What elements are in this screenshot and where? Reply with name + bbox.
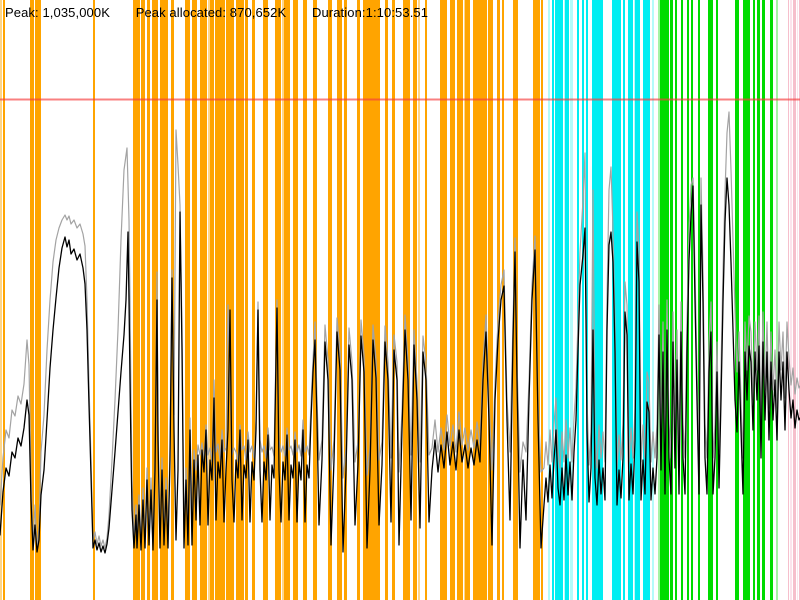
peak-label: Peak: 1,035,000K [5,5,110,20]
event-band [465,0,470,600]
event-band [418,0,420,600]
event-band [3,0,5,600]
event-band [681,0,683,600]
peak-allocated-label: Peak allocated: 870,652K [135,5,287,20]
event-band [200,0,207,600]
event-band [582,0,584,600]
event-band [236,0,244,600]
event-band [30,0,34,600]
event-band [793,0,796,600]
event-band [133,0,140,600]
event-band [152,0,158,600]
event-band [708,0,713,600]
event-band [344,0,347,600]
event-band [790,0,792,600]
event-band [548,0,550,600]
event-band [160,0,168,600]
event-band [282,0,284,600]
event-band [141,0,145,600]
event-band [658,0,660,600]
event-band [263,0,268,600]
event-band [293,0,298,600]
event-band [670,0,673,600]
event-band [488,0,493,600]
event-band [208,0,210,600]
event-band [252,0,255,600]
event-band [93,0,95,600]
event-band [35,0,41,600]
event-band [716,0,718,600]
event-band [284,0,290,600]
event-band [643,0,650,600]
event-band [555,0,563,600]
event-band [623,0,625,600]
event-band [552,0,554,600]
event-band [440,0,447,600]
stats-header: Peak: 1,035,000K Peak allocated: 870,652… [5,5,450,23]
event-band [385,0,388,600]
event-band [570,0,573,600]
event-band [313,0,317,600]
event-band [403,0,410,600]
event-band [450,0,455,600]
event-band [392,0,395,600]
event-band [210,0,214,600]
event-band [337,0,342,600]
event-band [735,0,739,600]
event-band [660,0,669,600]
event-band [457,0,463,600]
event-band [698,0,700,600]
event-band [303,0,307,600]
event-band [226,0,234,600]
event-band [612,0,621,600]
event-band [770,0,773,600]
event-band [743,0,750,600]
event-band [192,0,197,600]
event-band [564,0,565,600]
event-band [328,0,332,600]
event-band [473,0,487,600]
event-band [215,0,225,600]
event-band [425,0,427,600]
event-band [357,0,360,600]
event-band [592,0,603,600]
event-band [497,0,500,600]
event-band [464,0,465,600]
event-band [757,0,760,600]
event-band [691,0,693,600]
event-band [652,0,654,600]
event-band [413,0,417,600]
duration-label: Duration:1:10:53.51 [311,5,429,20]
event-band [753,0,755,600]
event-band [776,0,778,600]
event-band [502,0,504,600]
event-band [675,0,677,600]
event-band [185,0,190,600]
allocated-memory-line [0,177,800,554]
event-band [628,0,633,600]
event-band [147,0,150,600]
event-band [363,0,380,600]
event-band [245,0,248,600]
event-band [788,0,789,600]
event-band [634,0,635,600]
event-band [275,0,281,600]
event-band [0,0,2,600]
event-band [797,0,798,600]
event-band [565,0,569,600]
event-band [586,0,588,600]
event-band [635,0,640,600]
event-band [541,0,543,600]
event-band [762,0,765,600]
